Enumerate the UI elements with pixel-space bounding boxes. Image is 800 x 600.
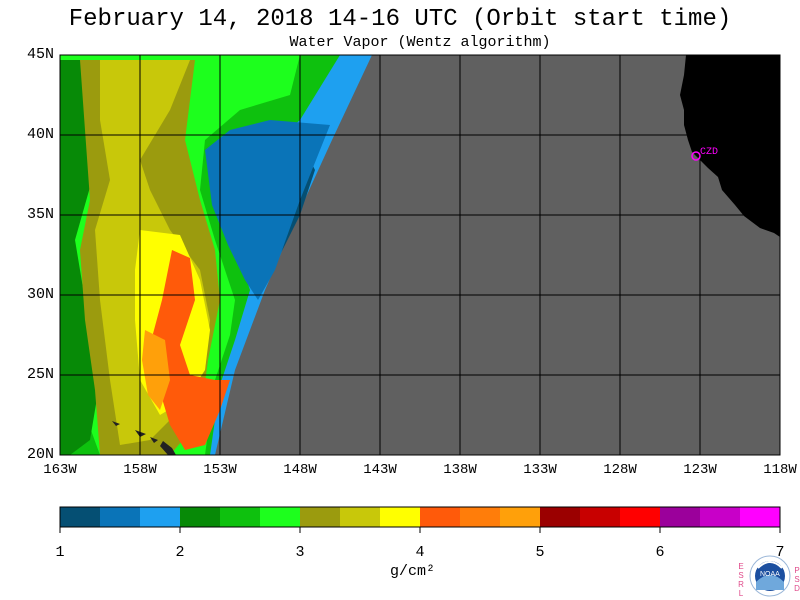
colorbar-swatch — [500, 507, 540, 527]
noaa-logo-text: NOAA — [760, 571, 780, 578]
colorbar-tick-label: 2 — [175, 544, 185, 561]
latitude-label: 45N — [26, 46, 54, 63]
colorbar-swatch — [620, 507, 660, 527]
colorbar-swatch — [300, 507, 340, 527]
colorbar-swatch — [660, 507, 700, 527]
station-label: CZD — [700, 147, 719, 158]
latitude-label: 25N — [26, 366, 54, 383]
colorbar-swatch — [100, 507, 140, 527]
longitude-label: 123W — [683, 462, 717, 478]
psd-letters: P S D — [793, 566, 800, 593]
esrl-letters: E S R L — [737, 562, 745, 598]
wv-mid-blue — [205, 120, 330, 300]
longitude-label: 148W — [283, 462, 317, 478]
noaa-logo — [749, 555, 791, 597]
station-marker — [691, 151, 701, 161]
colorbar-swatch — [540, 507, 580, 527]
latitude-label: 20N — [26, 446, 54, 463]
colorbar — [59, 506, 781, 533]
colorbar-swatch — [460, 507, 500, 527]
colorbar-tick-label: 3 — [295, 544, 305, 561]
longitude-label: 153W — [203, 462, 237, 478]
colorbar-tick-label: 4 — [415, 544, 425, 561]
colorbar-tick-label: 7 — [775, 544, 785, 561]
colorbar-swatch — [380, 507, 420, 527]
map-subtitle: Water Vapor (Wentz algorithm) — [289, 34, 551, 51]
colorbar-tick-label: 1 — [55, 544, 65, 561]
colorbar-swatch — [220, 507, 260, 527]
logo-letter: S — [738, 571, 744, 580]
longitude-label: 128W — [603, 462, 637, 478]
colorbar-tick-label: 6 — [655, 544, 665, 561]
logo-letter: R — [738, 580, 744, 589]
colorbar-swatch — [180, 507, 220, 527]
lat-lon-grid — [59, 54, 781, 456]
wv-orange — [150, 250, 230, 450]
longitude-label: 163W — [43, 462, 77, 478]
map-title: February 14, 2018 14-16 UTC (Orbit start… — [68, 6, 732, 33]
longitude-label: 118W — [763, 462, 797, 478]
map-frame — [59, 54, 781, 456]
colorbar-swatch — [420, 507, 460, 527]
north-america-land — [680, 55, 780, 237]
longitude-label: 143W — [363, 462, 397, 478]
latitude-label: 40N — [26, 126, 54, 143]
colorbar-swatch — [580, 507, 620, 527]
colorbar-swatch — [340, 507, 380, 527]
colorbar-tick-label: 5 — [535, 544, 545, 561]
colorbar-swatch — [140, 507, 180, 527]
logo-letter: D — [794, 584, 800, 593]
longitude-label: 133W — [523, 462, 557, 478]
colorbar-swatch — [740, 507, 780, 527]
logo-letter: P — [794, 566, 800, 575]
wv-light-orange — [142, 330, 170, 410]
water-vapor-swath — [60, 55, 372, 455]
colorbar-swatch — [260, 507, 300, 527]
logo-letter: S — [794, 575, 800, 584]
logo-letter: E — [738, 562, 744, 571]
logo-letter: L — [738, 589, 744, 598]
latitude-label: 30N — [26, 286, 54, 303]
longitude-label: 138W — [443, 462, 477, 478]
colorbar-unit: g/cm² — [390, 563, 436, 580]
longitude-label: 158W — [123, 462, 157, 478]
colorbar-swatch — [700, 507, 740, 527]
colorbar-swatch — [60, 507, 100, 527]
latitude-label: 35N — [26, 206, 54, 223]
hawaii-islands — [112, 421, 176, 455]
